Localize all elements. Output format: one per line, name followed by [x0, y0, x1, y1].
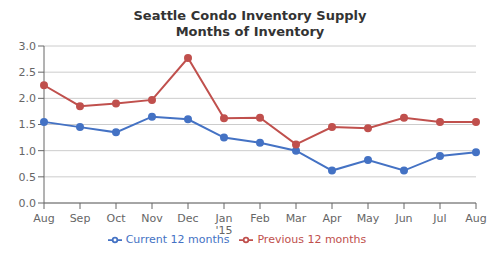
- svg-text:Nov: Nov: [141, 212, 163, 225]
- svg-text:Mar: Mar: [286, 212, 307, 225]
- svg-text:0.0: 0.0: [19, 197, 37, 210]
- svg-text:Jun: Jun: [394, 212, 412, 225]
- svg-text:1.0: 1.0: [19, 145, 37, 158]
- svg-text:Aug: Aug: [33, 212, 54, 225]
- svg-text:May: May: [357, 212, 380, 225]
- svg-text:2.5: 2.5: [19, 66, 37, 79]
- html-text:Current 12 months: Current 12 months: [125, 233, 230, 246]
- svg-text:Dec: Dec: [177, 212, 198, 225]
- svg-text:Oct: Oct: [106, 212, 126, 225]
- svg-text:0.5: 0.5: [19, 171, 37, 184]
- svg-text:Sep: Sep: [70, 212, 91, 225]
- svg-text:Feb: Feb: [250, 212, 269, 225]
- svg-text:2.0: 2.0: [19, 92, 37, 105]
- svg-text:1.5: 1.5: [19, 118, 37, 131]
- svg-text:Apr: Apr: [322, 212, 342, 225]
- html-text:Seattle Condo Inventory Supply: Seattle Condo Inventory Supply: [133, 8, 367, 23]
- html-text:Months of Inventory: Months of Inventory: [175, 24, 325, 39]
- html-text:Previous 12 months: Previous 12 months: [257, 233, 367, 246]
- svg-text:3.0: 3.0: [19, 40, 37, 53]
- svg-text:Jan'15: Jan'15: [215, 212, 233, 237]
- svg-text:Jul: Jul: [432, 212, 446, 225]
- svg-text:Aug: Aug: [465, 212, 486, 225]
